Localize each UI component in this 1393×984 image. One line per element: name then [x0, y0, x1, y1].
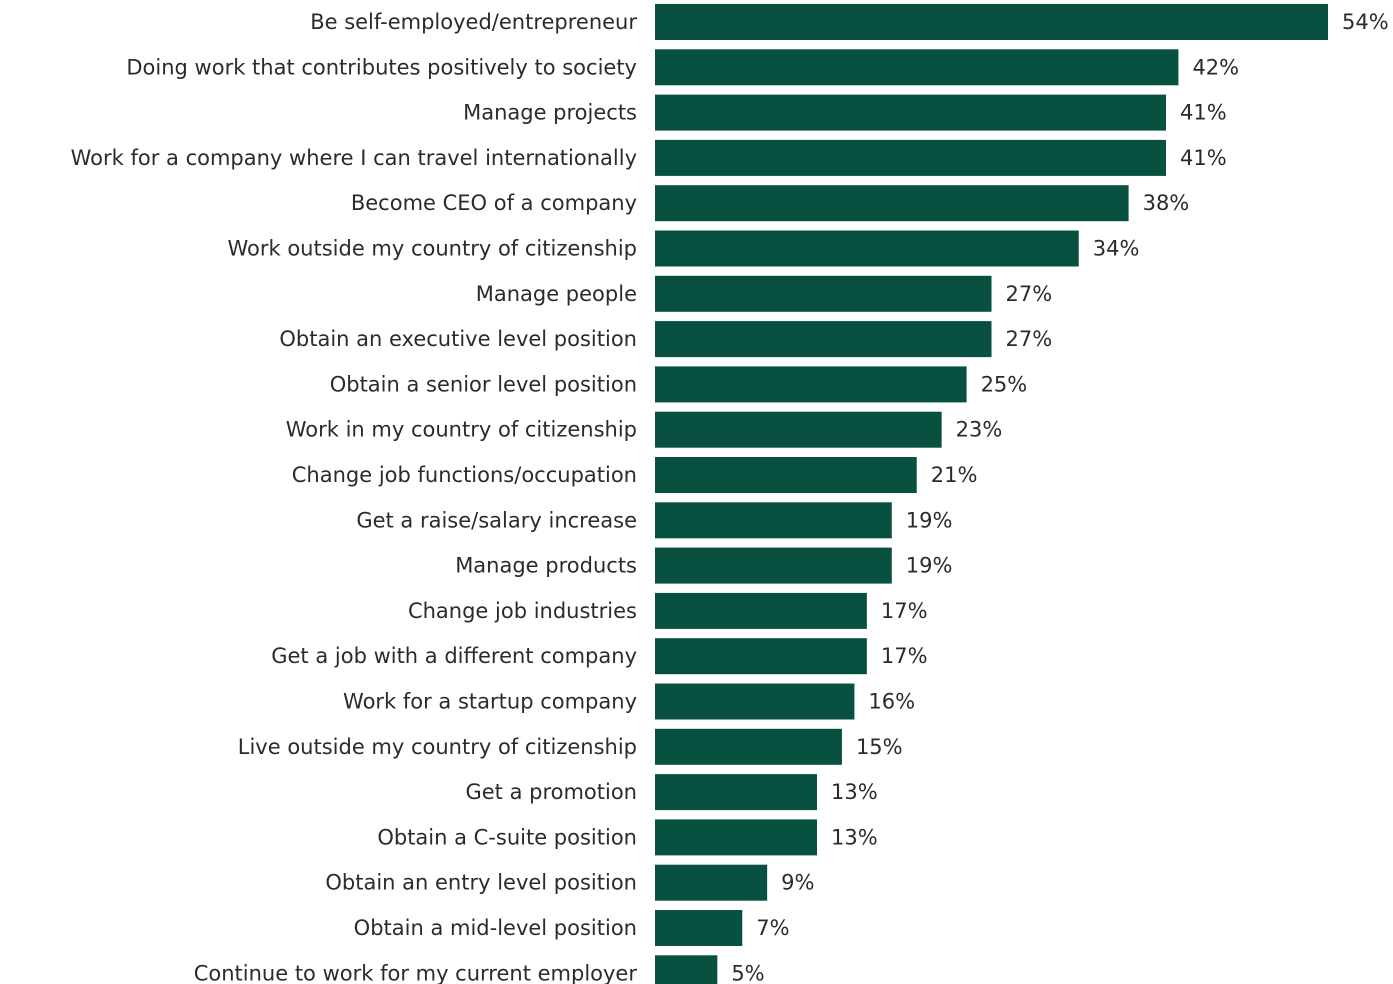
category-label: Change job functions/occupation [292, 463, 637, 487]
bar [655, 728, 842, 765]
value-label: 16% [868, 690, 915, 714]
value-label: 54% [1342, 10, 1389, 34]
bar [655, 774, 818, 811]
category-label: Obtain a senior level position [330, 372, 637, 396]
category-label: Get a job with a different company [271, 644, 637, 668]
category-label: Continue to work for my current employer [194, 961, 638, 984]
bar [655, 683, 855, 720]
bar [655, 366, 967, 403]
category-label: Obtain a mid-level position [354, 916, 637, 940]
category-label: Become CEO of a company [351, 191, 637, 215]
category-label: Change job industries [408, 599, 637, 623]
category-label: Work for a startup company [343, 690, 637, 714]
category-label: Doing work that contributes positively t… [126, 55, 637, 79]
value-label: 7% [756, 916, 789, 940]
category-label: Obtain an executive level position [279, 327, 637, 351]
value-label: 21% [931, 463, 978, 487]
bar [655, 185, 1129, 222]
category-label: Get a promotion [465, 780, 637, 804]
value-label: 42% [1192, 55, 1239, 79]
bar [655, 275, 992, 312]
value-label: 19% [906, 508, 953, 532]
category-label: Work for a company where I can travel in… [71, 146, 637, 170]
bar [655, 321, 992, 358]
bar [655, 457, 917, 493]
value-label: 25% [981, 372, 1028, 396]
bar [655, 139, 1166, 176]
value-label: 5% [731, 961, 764, 984]
value-label: 17% [881, 644, 928, 668]
bar [655, 547, 892, 584]
value-label: 13% [831, 780, 878, 804]
value-labels: 54% 42% 41% 41% 38%34% 27% 27% 25% 23% 21% 19% 19% 1… [731, 10, 1388, 984]
bar [655, 638, 867, 675]
bar [655, 502, 892, 539]
category-label: Get a raise/salary increase [356, 508, 637, 532]
bars [655, 4, 1328, 984]
value-label: 13% [831, 825, 878, 849]
value-label: 23% [956, 418, 1003, 442]
category-label: Live outside my country of citizenship [238, 735, 637, 759]
value-label: 38% [1143, 191, 1190, 215]
bar [655, 411, 942, 448]
value-label: 34% [1093, 237, 1140, 261]
category-label: Manage people [476, 282, 637, 306]
value-label: 41% [1180, 146, 1227, 170]
bar [655, 230, 1079, 267]
bar [655, 592, 867, 629]
value-label: 27% [1006, 327, 1053, 351]
category-label: Work in my country of citizenship [286, 418, 637, 442]
value-label: 17% [881, 599, 928, 623]
value-label: 15% [856, 735, 903, 759]
category-label: Work outside my country of citizenship [227, 237, 637, 261]
bar [655, 49, 1179, 86]
category-labels: Be self-employed/entrepreneur Doing work … [71, 10, 638, 984]
value-label: 41% [1180, 101, 1227, 125]
bar [655, 819, 818, 856]
bar [655, 910, 743, 946]
value-label: 19% [906, 554, 953, 578]
category-label: Manage projects [463, 101, 637, 125]
bar [655, 94, 1166, 131]
category-label: Obtain an entry level position [325, 871, 637, 895]
bar [655, 4, 1328, 40]
bar [655, 864, 768, 901]
category-label: Manage products [455, 554, 637, 578]
category-label: Obtain a C-suite position [377, 825, 637, 849]
value-label: 9% [781, 871, 814, 895]
category-label: Be self-employed/entrepreneur [310, 10, 637, 34]
value-label: 27% [1006, 282, 1053, 306]
bar [655, 955, 718, 984]
